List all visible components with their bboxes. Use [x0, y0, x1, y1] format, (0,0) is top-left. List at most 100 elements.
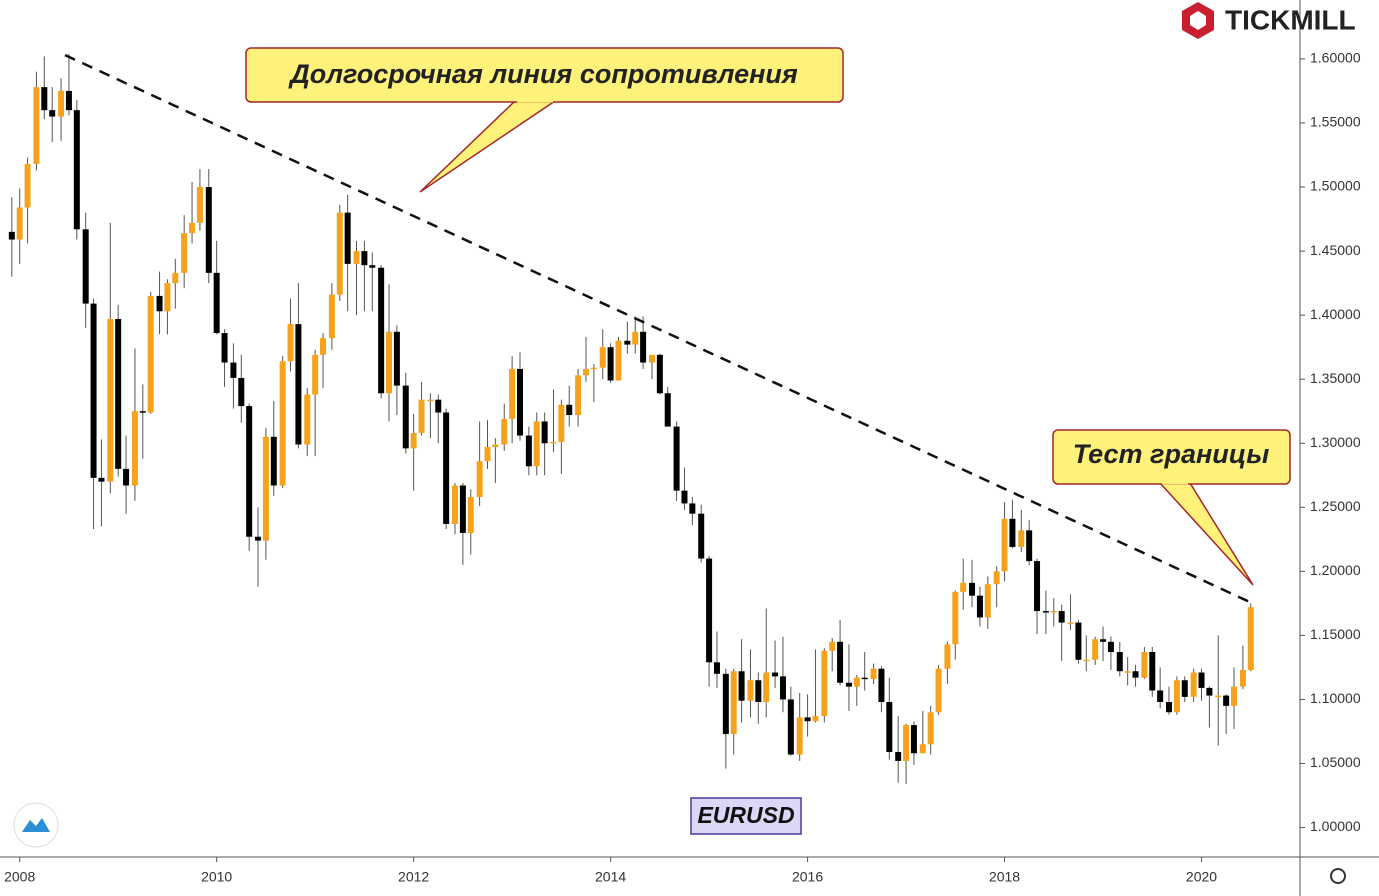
candle-body — [607, 347, 614, 381]
candle-body — [1001, 518, 1008, 572]
x-tick-label: 2008 — [4, 869, 35, 885]
candle-body — [501, 418, 508, 445]
candle-body — [270, 436, 277, 486]
x-tick-label: 2014 — [595, 869, 626, 885]
candle-body — [976, 595, 983, 618]
candle-body — [1092, 639, 1099, 660]
y-tick-label: 1.15000 — [1310, 626, 1361, 642]
candle-body — [16, 207, 23, 240]
candle-body — [181, 233, 188, 273]
candle-body — [1083, 659, 1090, 662]
candle-body — [8, 231, 15, 240]
candle-body — [952, 591, 959, 645]
candle-body — [984, 584, 991, 618]
candle-body — [1034, 561, 1041, 612]
candle-body — [1067, 622, 1074, 625]
candle-body — [139, 411, 146, 413]
y-tick-label: 1.00000 — [1310, 818, 1361, 834]
candle-body — [82, 229, 89, 304]
candle-body — [935, 668, 942, 713]
y-tick-label: 1.25000 — [1310, 498, 1361, 514]
candle-body — [1166, 701, 1173, 713]
candle-body — [944, 644, 951, 669]
candle-body — [98, 477, 105, 482]
plot-area — [8, 53, 1254, 784]
symbol-box — [690, 797, 802, 835]
candle-body — [452, 485, 458, 524]
candle-body — [738, 671, 745, 701]
candle-body — [853, 677, 860, 687]
candle-body — [1116, 652, 1123, 672]
candle-body — [221, 333, 228, 363]
y-tick-label: 1.40000 — [1310, 306, 1361, 322]
candle-body — [369, 265, 376, 268]
candle-body — [615, 340, 622, 381]
candle-body — [1239, 669, 1246, 687]
candle-body — [279, 361, 286, 486]
candle-body — [698, 513, 705, 559]
logo: TICKMILL — [1182, 2, 1356, 39]
candle-body — [796, 717, 803, 755]
y-tick-label: 1.45000 — [1310, 242, 1361, 258]
candle-body — [443, 412, 450, 524]
candle-body — [255, 536, 262, 541]
candle-body — [713, 662, 720, 674]
candle-body — [459, 485, 466, 533]
logo-text: TICKMILL — [1225, 4, 1356, 35]
candle-body — [1132, 671, 1139, 678]
candle-body — [1042, 611, 1049, 613]
candle-body — [763, 672, 770, 702]
candle-body — [1100, 639, 1107, 642]
candle-body — [878, 668, 885, 702]
candle-body — [870, 668, 877, 679]
candle-body — [829, 641, 836, 651]
candle-body — [246, 406, 253, 537]
x-tick-label: 2012 — [398, 869, 429, 885]
candle-body — [517, 368, 523, 436]
candle-body — [378, 267, 385, 394]
candle-body — [123, 468, 130, 486]
x-tick-label: 2018 — [989, 869, 1020, 885]
candle-body — [467, 497, 474, 533]
x-tick-label: 2010 — [201, 869, 232, 885]
candle-body — [1247, 607, 1254, 670]
candle-body — [558, 404, 565, 442]
candle-body — [886, 701, 893, 752]
y-tick-label: 1.05000 — [1310, 754, 1361, 770]
candle-body — [910, 725, 917, 754]
candle-body — [115, 318, 122, 469]
candle-body — [590, 367, 597, 370]
candle-body — [673, 426, 680, 491]
candle-body — [747, 680, 754, 701]
candle-body — [65, 90, 72, 111]
candle-body — [230, 362, 237, 378]
y-tick-label: 1.20000 — [1310, 562, 1361, 578]
candle-body — [386, 331, 393, 394]
candle-body — [1124, 671, 1131, 673]
candle-body — [730, 671, 737, 735]
candle-body — [1009, 518, 1016, 547]
settings-icon[interactable] — [1330, 868, 1346, 884]
candle-body — [837, 641, 844, 683]
candle-body — [533, 421, 540, 467]
candle-body — [427, 399, 434, 402]
y-tick-label: 1.30000 — [1310, 434, 1361, 450]
candle-body — [213, 272, 220, 334]
candle-body — [1050, 611, 1057, 613]
candle-body — [895, 751, 902, 761]
candle-body — [624, 340, 631, 345]
candle-body — [1215, 695, 1222, 698]
badge[interactable] — [13, 802, 59, 848]
candle-body — [969, 582, 976, 596]
candle-body — [24, 163, 31, 208]
candle-body — [525, 435, 532, 467]
candle-body — [1157, 690, 1164, 702]
candle-body — [295, 324, 302, 445]
candle-body — [632, 331, 639, 345]
candle-body — [328, 294, 335, 339]
candle-body — [1190, 672, 1197, 697]
candle-body — [640, 331, 647, 363]
candle-body — [861, 677, 868, 680]
candle-body — [205, 187, 212, 273]
